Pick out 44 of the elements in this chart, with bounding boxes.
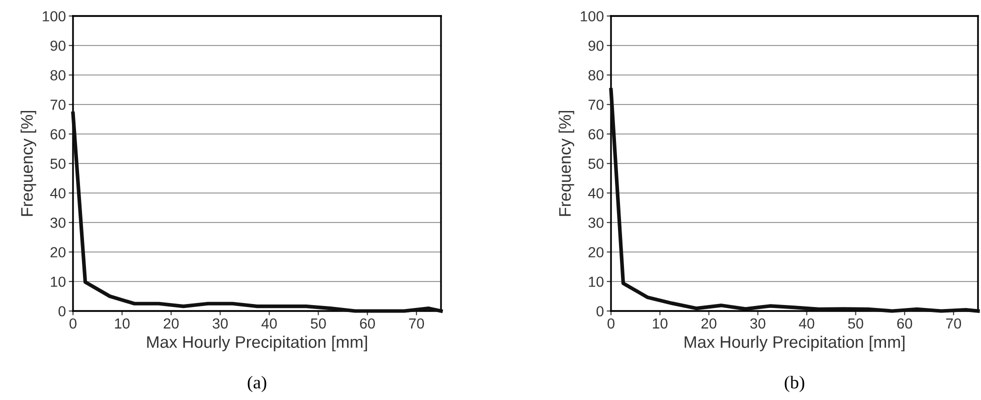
y-tick-label: 40 [588, 188, 604, 198]
x-tick-label: 30 [212, 318, 228, 329]
x-axis-title: Max Hourly Precipitation [mm] [684, 336, 904, 352]
y-tick-label: 60 [50, 129, 66, 140]
y-tick-label: 100 [42, 11, 66, 22]
y-tick-label: 100 [580, 11, 604, 22]
text: (b) [784, 376, 804, 392]
x-tick-label: 30 [750, 318, 766, 329]
x-axis-title: Max Hourly Precipitation [mm] [147, 336, 367, 352]
x-tick-label: 40 [798, 318, 814, 329]
y-tick-label: 90 [50, 40, 66, 51]
x-tick-label: 20 [164, 318, 179, 329]
y-axis-title: Frequency [%] [558, 110, 574, 216]
x-tick-label: 40 [261, 318, 277, 329]
y-tick-label: 0 [596, 306, 604, 316]
x-tick-label: 0 [608, 318, 614, 329]
y-tick-label: 20 [50, 247, 66, 258]
x-tick-label: 10 [652, 318, 668, 329]
y-tick-label: 50 [50, 158, 66, 169]
y-tick-label: 70 [588, 100, 604, 110]
y-tick-label: 60 [588, 129, 604, 140]
y-tick-label: 90 [588, 40, 604, 51]
x-tick-label: 20 [701, 318, 716, 329]
x-tick-label: 70 [409, 318, 424, 329]
y-tick-label: 10 [588, 276, 604, 287]
text: (a) [248, 376, 266, 392]
x-tick-label: 60 [360, 318, 375, 329]
y-tick-label: 30 [50, 218, 66, 228]
x-tick-label: 0 [70, 318, 76, 329]
x-tick-label: 10 [115, 318, 130, 329]
y-tick-label: 70 [50, 100, 66, 110]
y-tick-label: 80 [588, 70, 604, 80]
y-tick-label: 80 [50, 70, 66, 80]
y-tick-label: 30 [588, 218, 604, 228]
y-axis-title: Frequency [%] [20, 110, 36, 216]
y-tick-label: 40 [50, 188, 66, 198]
x-tick-label: 50 [310, 318, 326, 329]
y-tick-label: 50 [588, 158, 604, 169]
y-tick-label: 10 [50, 276, 66, 287]
y-tick-label: 0 [58, 306, 66, 316]
x-tick-label: 70 [946, 318, 962, 329]
x-tick-label: 50 [848, 318, 864, 329]
y-tick-label: 20 [588, 247, 604, 258]
x-tick-label: 60 [897, 318, 912, 329]
